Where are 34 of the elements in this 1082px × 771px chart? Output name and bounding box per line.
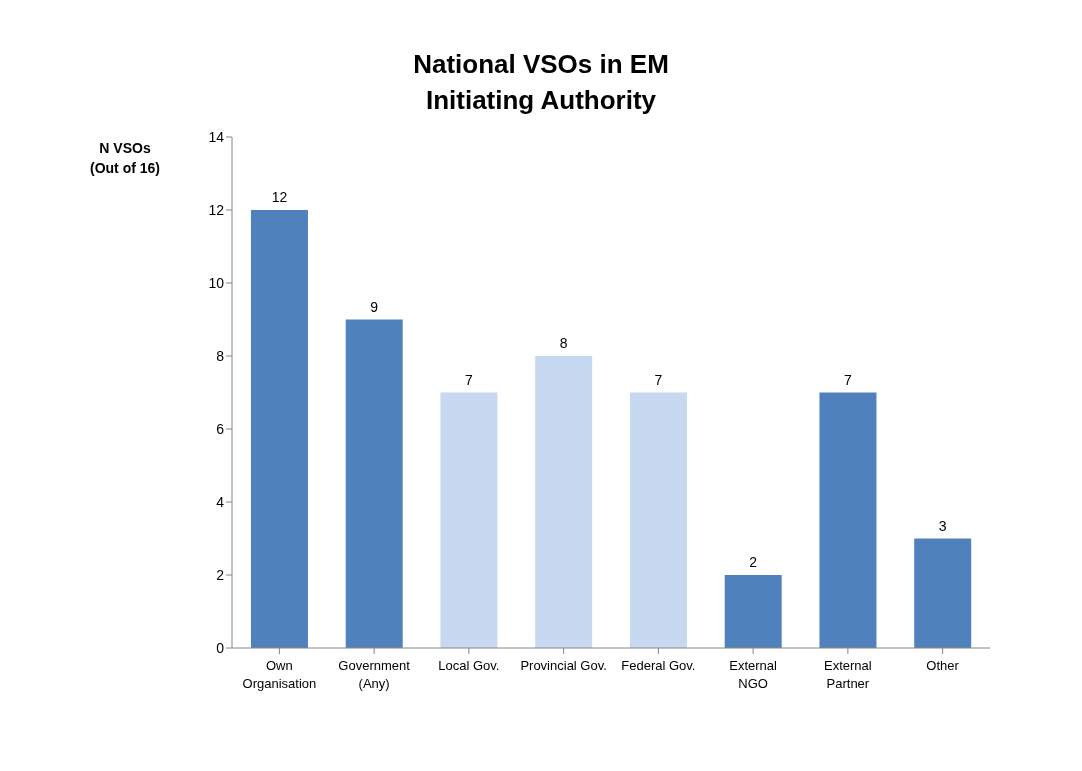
x-tick-label: Other xyxy=(926,658,960,673)
x-tick-label: Federal Gov. xyxy=(621,658,696,673)
y-tick-label: 12 xyxy=(208,201,225,218)
x-tick-label: External Partner xyxy=(824,658,872,691)
y-tick-label: 2 xyxy=(216,566,225,583)
bar xyxy=(819,392,877,648)
data-label: 9 xyxy=(370,298,379,315)
y-tick-label: 10 xyxy=(208,274,225,291)
data-label: 7 xyxy=(654,371,663,388)
bar xyxy=(250,210,308,648)
y-tick-label: 6 xyxy=(216,420,225,437)
data-label: 7 xyxy=(844,371,853,388)
bar xyxy=(535,356,593,648)
y-tick-label: 8 xyxy=(216,347,225,364)
bar xyxy=(629,392,687,648)
y-tick-label: 0 xyxy=(216,639,225,656)
data-label: 7 xyxy=(465,371,474,388)
data-label: 8 xyxy=(559,335,568,351)
x-tick-label: Own Organisation xyxy=(242,658,317,691)
x-tick-label: Government (Any) xyxy=(338,658,411,691)
x-tick-label: Local Gov. xyxy=(438,658,500,673)
data-label: 3 xyxy=(938,517,947,534)
data-label: 12 xyxy=(271,189,288,205)
bar xyxy=(440,392,498,648)
y-tick-label: 14 xyxy=(208,128,225,145)
x-tick-label: External NGO xyxy=(729,658,778,691)
y-tick-label: 4 xyxy=(216,493,225,510)
y-axis-title: N VSOs (Out of 16) xyxy=(89,139,161,178)
x-tick-label: Provincial Gov. xyxy=(520,658,607,673)
bar xyxy=(345,319,403,648)
chart-title: National VSOs in EM Initiating Authority xyxy=(412,48,670,117)
bar xyxy=(914,538,972,648)
bar xyxy=(724,575,782,648)
data-label: 2 xyxy=(749,554,758,570)
